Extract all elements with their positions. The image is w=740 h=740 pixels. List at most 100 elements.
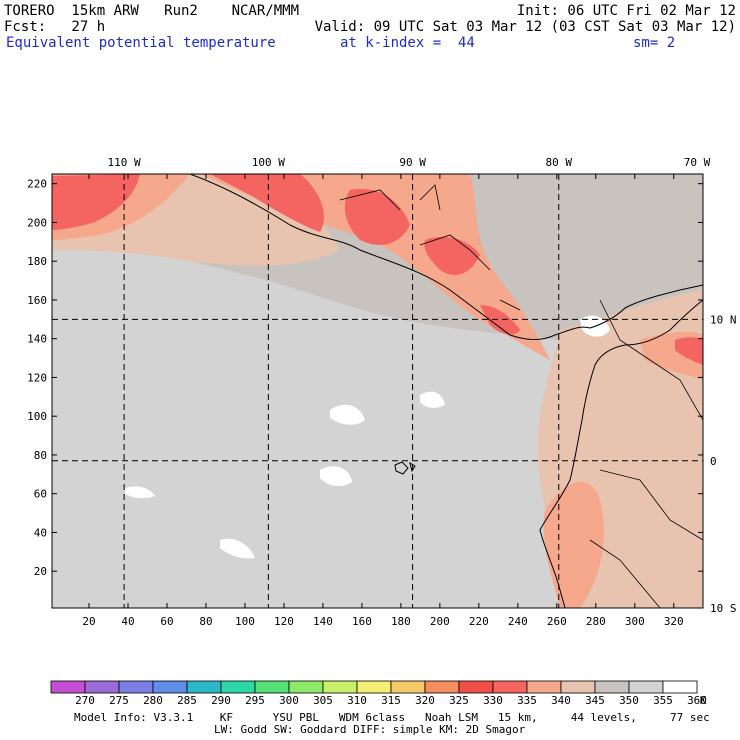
colorbar-swatch-15: [560, 680, 596, 694]
colorbar-label-19: K: [699, 694, 707, 707]
colorbar-label-5: 295: [245, 694, 265, 707]
colorbar-swatch-10: [390, 680, 426, 694]
colorbar-label-17: 355: [653, 694, 673, 707]
y-tick-label-120: 120: [27, 371, 47, 384]
colorbar-label-18: 360: [687, 694, 707, 707]
x-tick-label-140: 140: [313, 615, 333, 628]
y-tick-label-200: 200: [27, 216, 47, 229]
valid-time: Valid: 09 UTC Sat 03 Mar 12 (03 CST Sat …: [314, 19, 736, 35]
x-tick-label-120: 120: [274, 615, 294, 628]
y-tick-label-180: 180: [27, 255, 47, 268]
theta-e-360-patch-2: [420, 391, 445, 408]
colorbar-swatch-7: [288, 680, 324, 694]
colorbar: [50, 680, 698, 694]
x-tick-label-100: 100: [235, 615, 255, 628]
theta-e-360-patch-4: [125, 486, 155, 499]
y-tick-label-20: 20: [34, 565, 47, 578]
theta-e-335-region-mexico: [210, 174, 324, 232]
coastline-central-america: [189, 174, 703, 340]
colorbar-label-15: 345: [585, 694, 605, 707]
colorbar-label-13: 335: [517, 694, 537, 707]
colorbar-swatch-12: [458, 680, 494, 694]
colorbar-swatch-5: [220, 680, 256, 694]
colorbar-swatch-14: [526, 680, 562, 694]
axis-ticks: 20 40 60 80 100 120 140 160 180 200 220 240 260 280 30…: [27, 156, 736, 628]
y-tick-label-60: 60: [34, 488, 47, 501]
init-time: Init: 06 UTC Fri 02 Mar 12: [516, 3, 736, 19]
colorbar-label-10: 320: [415, 694, 435, 707]
colorbar-label-0: 270: [75, 694, 95, 707]
theta-e-360-patch-1: [330, 404, 365, 425]
x-tick-label-180: 180: [391, 615, 411, 628]
colorbar-label-16: 350: [619, 694, 639, 707]
x-tick-label-320: 320: [664, 615, 684, 628]
y-tick-label-140: 140: [27, 333, 47, 346]
colorbar-swatch-8: [322, 680, 358, 694]
theta-e-360-patch-5: [220, 538, 255, 559]
colorbar-swatch-18: [662, 680, 698, 694]
lon-label-0: 110 W: [108, 156, 141, 169]
map-plot-area: [52, 174, 703, 608]
forecast-hour: Fcst: 27 h: [4, 19, 106, 35]
x-tick-label-280: 280: [586, 615, 606, 628]
smoothing: sm= 2: [633, 35, 676, 51]
model-info-line: Model Info: V3.3.1 KF YSU PBL WDM 6class…: [74, 711, 710, 724]
lat-lon-grid: [52, 174, 703, 608]
colorbar-label-3: 285: [177, 694, 197, 707]
theta-e-335-region-costa-rica: [480, 305, 520, 335]
colorbar-swatch-11: [424, 680, 460, 694]
lat-label-1: 0: [710, 455, 717, 468]
x-tick-label-200: 200: [430, 615, 450, 628]
country-borders: [339, 184, 703, 608]
colorbar-swatch-0: [50, 680, 86, 694]
colorbar-label-11: 325: [449, 694, 469, 707]
x-tick-label-300: 300: [625, 615, 645, 628]
x-tick-label-80: 80: [199, 615, 212, 628]
x-tick-label-20: 20: [82, 615, 95, 628]
coastline-south-america: [539, 299, 703, 608]
y-tick-label-160: 160: [27, 294, 47, 307]
colorbar-label-2: 280: [143, 694, 163, 707]
theta-e-335-region-honduras: [424, 236, 480, 275]
theta-e-335-region-e: [675, 337, 703, 365]
theta-e-360-patch-3: [320, 466, 352, 487]
x-tick-label-220: 220: [469, 615, 489, 628]
y-tick-label-40: 40: [34, 526, 47, 539]
colorbar-swatch-9: [356, 680, 392, 694]
colorbar-swatch-6: [254, 680, 290, 694]
colorbar-swatch-1: [84, 680, 120, 694]
lat-label-0: 10 N: [710, 313, 737, 326]
colorbar-swatch-4: [186, 680, 222, 694]
y-tick-label-100: 100: [27, 410, 47, 423]
theta-e-340-region-central: [200, 174, 550, 360]
lon-label-3: 80 W: [546, 156, 573, 169]
colorbar-label-12: 330: [483, 694, 503, 707]
lat-label-2: 10 S: [710, 602, 737, 615]
lon-label-4: 70 W: [684, 156, 711, 169]
lon-label-2: 90 W: [399, 156, 426, 169]
theta-e-335-region-guatemala: [344, 189, 410, 245]
physics-info-line: LW: Godd SW: Goddard DIFF: simple KM: 2D…: [214, 723, 526, 736]
colorbar-label-9: 315: [381, 694, 401, 707]
y-tick-label-80: 80: [34, 449, 47, 462]
field-name: Equivalent potential temperature: [6, 35, 276, 51]
model-title: TORERO 15km ARW Run2 NCAR/MMM: [4, 3, 300, 19]
colorbar-label-4: 290: [211, 694, 231, 707]
colorbar-label-1: 275: [109, 694, 129, 707]
colorbar-label-14: 340: [551, 694, 571, 707]
x-tick-label-60: 60: [160, 615, 173, 628]
map-frame: [51, 173, 704, 609]
level-index: at k-index = 44: [340, 35, 475, 51]
y-tick-label-220: 220: [27, 178, 47, 191]
x-tick-label-240: 240: [508, 615, 528, 628]
lon-label-1: 100 W: [252, 156, 285, 169]
colorbar-swatch-2: [118, 680, 154, 694]
colorbar-swatch-16: [594, 680, 630, 694]
x-tick-label-260: 260: [547, 615, 567, 628]
theta-e-335-region-nw: [52, 174, 140, 230]
colorbar-label-7: 305: [313, 694, 333, 707]
x-tick-label-160: 160: [352, 615, 372, 628]
colorbar-swatch-17: [628, 680, 664, 694]
x-tick-label-40: 40: [121, 615, 134, 628]
